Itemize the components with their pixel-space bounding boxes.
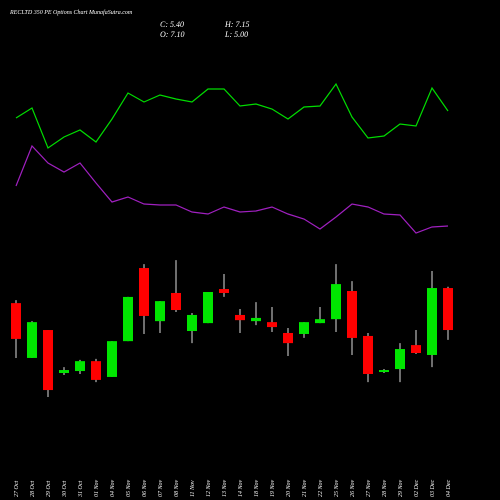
x-tick-label: 04 Dec xyxy=(445,480,452,497)
x-tick-label: 22 Nov xyxy=(318,479,324,497)
candle-body xyxy=(331,284,341,320)
x-tick-label: 02 Dec xyxy=(414,480,420,497)
candle-body xyxy=(123,296,133,342)
candle-body xyxy=(395,349,405,370)
x-tick-label: 19 Nov xyxy=(270,479,276,497)
candle-body xyxy=(299,322,309,334)
high-label: H: 7.15 xyxy=(224,20,249,29)
candle-body xyxy=(91,361,101,380)
indicator-line xyxy=(15,144,449,234)
candle-body xyxy=(139,268,149,316)
x-tick-label: 27 Oct xyxy=(14,481,20,497)
x-tick-label: 03 Dec xyxy=(430,480,436,497)
x-tick-label: 11 Nov xyxy=(190,480,196,497)
x-tick-label: 13 Nov xyxy=(222,479,228,497)
x-tick-label: 08 Nov xyxy=(174,479,180,497)
close-label: C: 5.40 xyxy=(160,20,184,29)
candle-body xyxy=(411,345,421,353)
x-tick-label: 29 Oct xyxy=(46,481,52,497)
x-tick-label: 18 Nov xyxy=(254,479,260,497)
x-tick-label: 21 Nov xyxy=(302,479,308,497)
x-tick-label: 29 Nov xyxy=(398,479,404,497)
x-tick-label: 25 Nov xyxy=(334,479,340,497)
candle-body xyxy=(171,292,181,311)
candle-body xyxy=(443,288,453,331)
low-label: L: 5.00 xyxy=(224,30,248,39)
candle-body xyxy=(27,322,37,358)
x-tick-label: 28 Oct xyxy=(30,481,36,497)
x-tick-label: 12 Nov xyxy=(206,479,212,497)
candle-body xyxy=(187,314,197,332)
candle-body xyxy=(155,301,165,322)
candle-body xyxy=(75,361,85,372)
candle-body xyxy=(427,288,437,355)
candle-body xyxy=(315,319,325,324)
candle-body xyxy=(267,322,277,328)
candle-body xyxy=(59,370,69,374)
candle-body xyxy=(203,291,213,324)
candle-body xyxy=(219,289,229,293)
x-tick-label: 31 Oct xyxy=(78,481,84,498)
open-label: O: 7.10 xyxy=(160,30,184,39)
candle-body xyxy=(379,370,389,373)
candle-body xyxy=(347,291,357,338)
candle-body xyxy=(251,317,261,322)
x-tick-label: 05 Nov xyxy=(126,479,132,497)
x-tick-label: 27 Nov xyxy=(366,479,372,497)
candle-body xyxy=(107,341,117,377)
x-tick-label: 04 Nov xyxy=(109,479,116,497)
x-tick-label: 20 Nov xyxy=(286,479,292,497)
candle-body xyxy=(11,303,21,339)
x-tick-label: 30 Oct xyxy=(62,481,68,498)
candle-body xyxy=(363,335,373,374)
x-tick-label: 26 Nov xyxy=(350,479,356,497)
x-tick-label: 01 Nov xyxy=(94,479,100,497)
x-tick-label: 14 Nov xyxy=(237,479,244,497)
x-tick-label: 06 Nov xyxy=(142,479,148,497)
x-tick-label: 28 Nov xyxy=(382,479,388,497)
candle-body xyxy=(235,314,245,321)
candle-body xyxy=(43,330,53,391)
indicator-line xyxy=(15,82,449,149)
x-tick-label: 07 Nov xyxy=(158,479,164,497)
candle-body xyxy=(283,332,293,344)
chart-title: RECLTD 350 PE Options Chart MunafaSutra.… xyxy=(9,9,133,16)
